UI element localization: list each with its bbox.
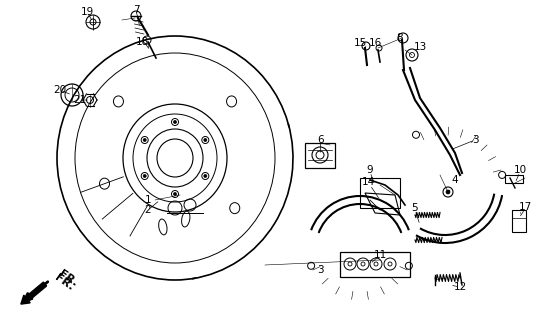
Circle shape <box>143 139 146 141</box>
Text: 16: 16 <box>368 38 382 48</box>
Text: 2: 2 <box>145 205 151 215</box>
Text: 1: 1 <box>145 195 151 205</box>
Text: 18: 18 <box>136 37 148 47</box>
Circle shape <box>174 193 176 196</box>
Bar <box>512 210 526 232</box>
Text: 8: 8 <box>397 33 403 43</box>
Circle shape <box>174 121 176 124</box>
Bar <box>505 175 523 183</box>
Bar <box>340 252 410 277</box>
Circle shape <box>143 174 146 178</box>
Text: 5: 5 <box>412 203 418 213</box>
Text: 3: 3 <box>317 265 323 275</box>
Text: 15: 15 <box>353 38 367 48</box>
Text: 17: 17 <box>518 202 532 212</box>
Text: 13: 13 <box>413 42 427 52</box>
Text: 6: 6 <box>318 135 324 145</box>
Text: 12: 12 <box>453 282 466 292</box>
Text: 7: 7 <box>133 5 140 15</box>
Text: 14: 14 <box>362 177 374 187</box>
Circle shape <box>446 190 450 194</box>
Bar <box>360 178 400 208</box>
Circle shape <box>204 139 207 141</box>
Text: 19: 19 <box>80 7 94 17</box>
Text: 11: 11 <box>373 250 387 260</box>
Text: 21: 21 <box>73 95 86 105</box>
Bar <box>305 143 335 168</box>
Text: FR.: FR. <box>53 272 75 292</box>
Text: 10: 10 <box>513 165 527 175</box>
Circle shape <box>204 174 207 178</box>
Text: 20: 20 <box>54 85 66 95</box>
Text: 4: 4 <box>451 175 458 185</box>
Text: 9: 9 <box>367 165 373 175</box>
Text: 3: 3 <box>472 135 478 145</box>
Text: FR.: FR. <box>57 268 80 288</box>
FancyArrow shape <box>21 282 47 304</box>
